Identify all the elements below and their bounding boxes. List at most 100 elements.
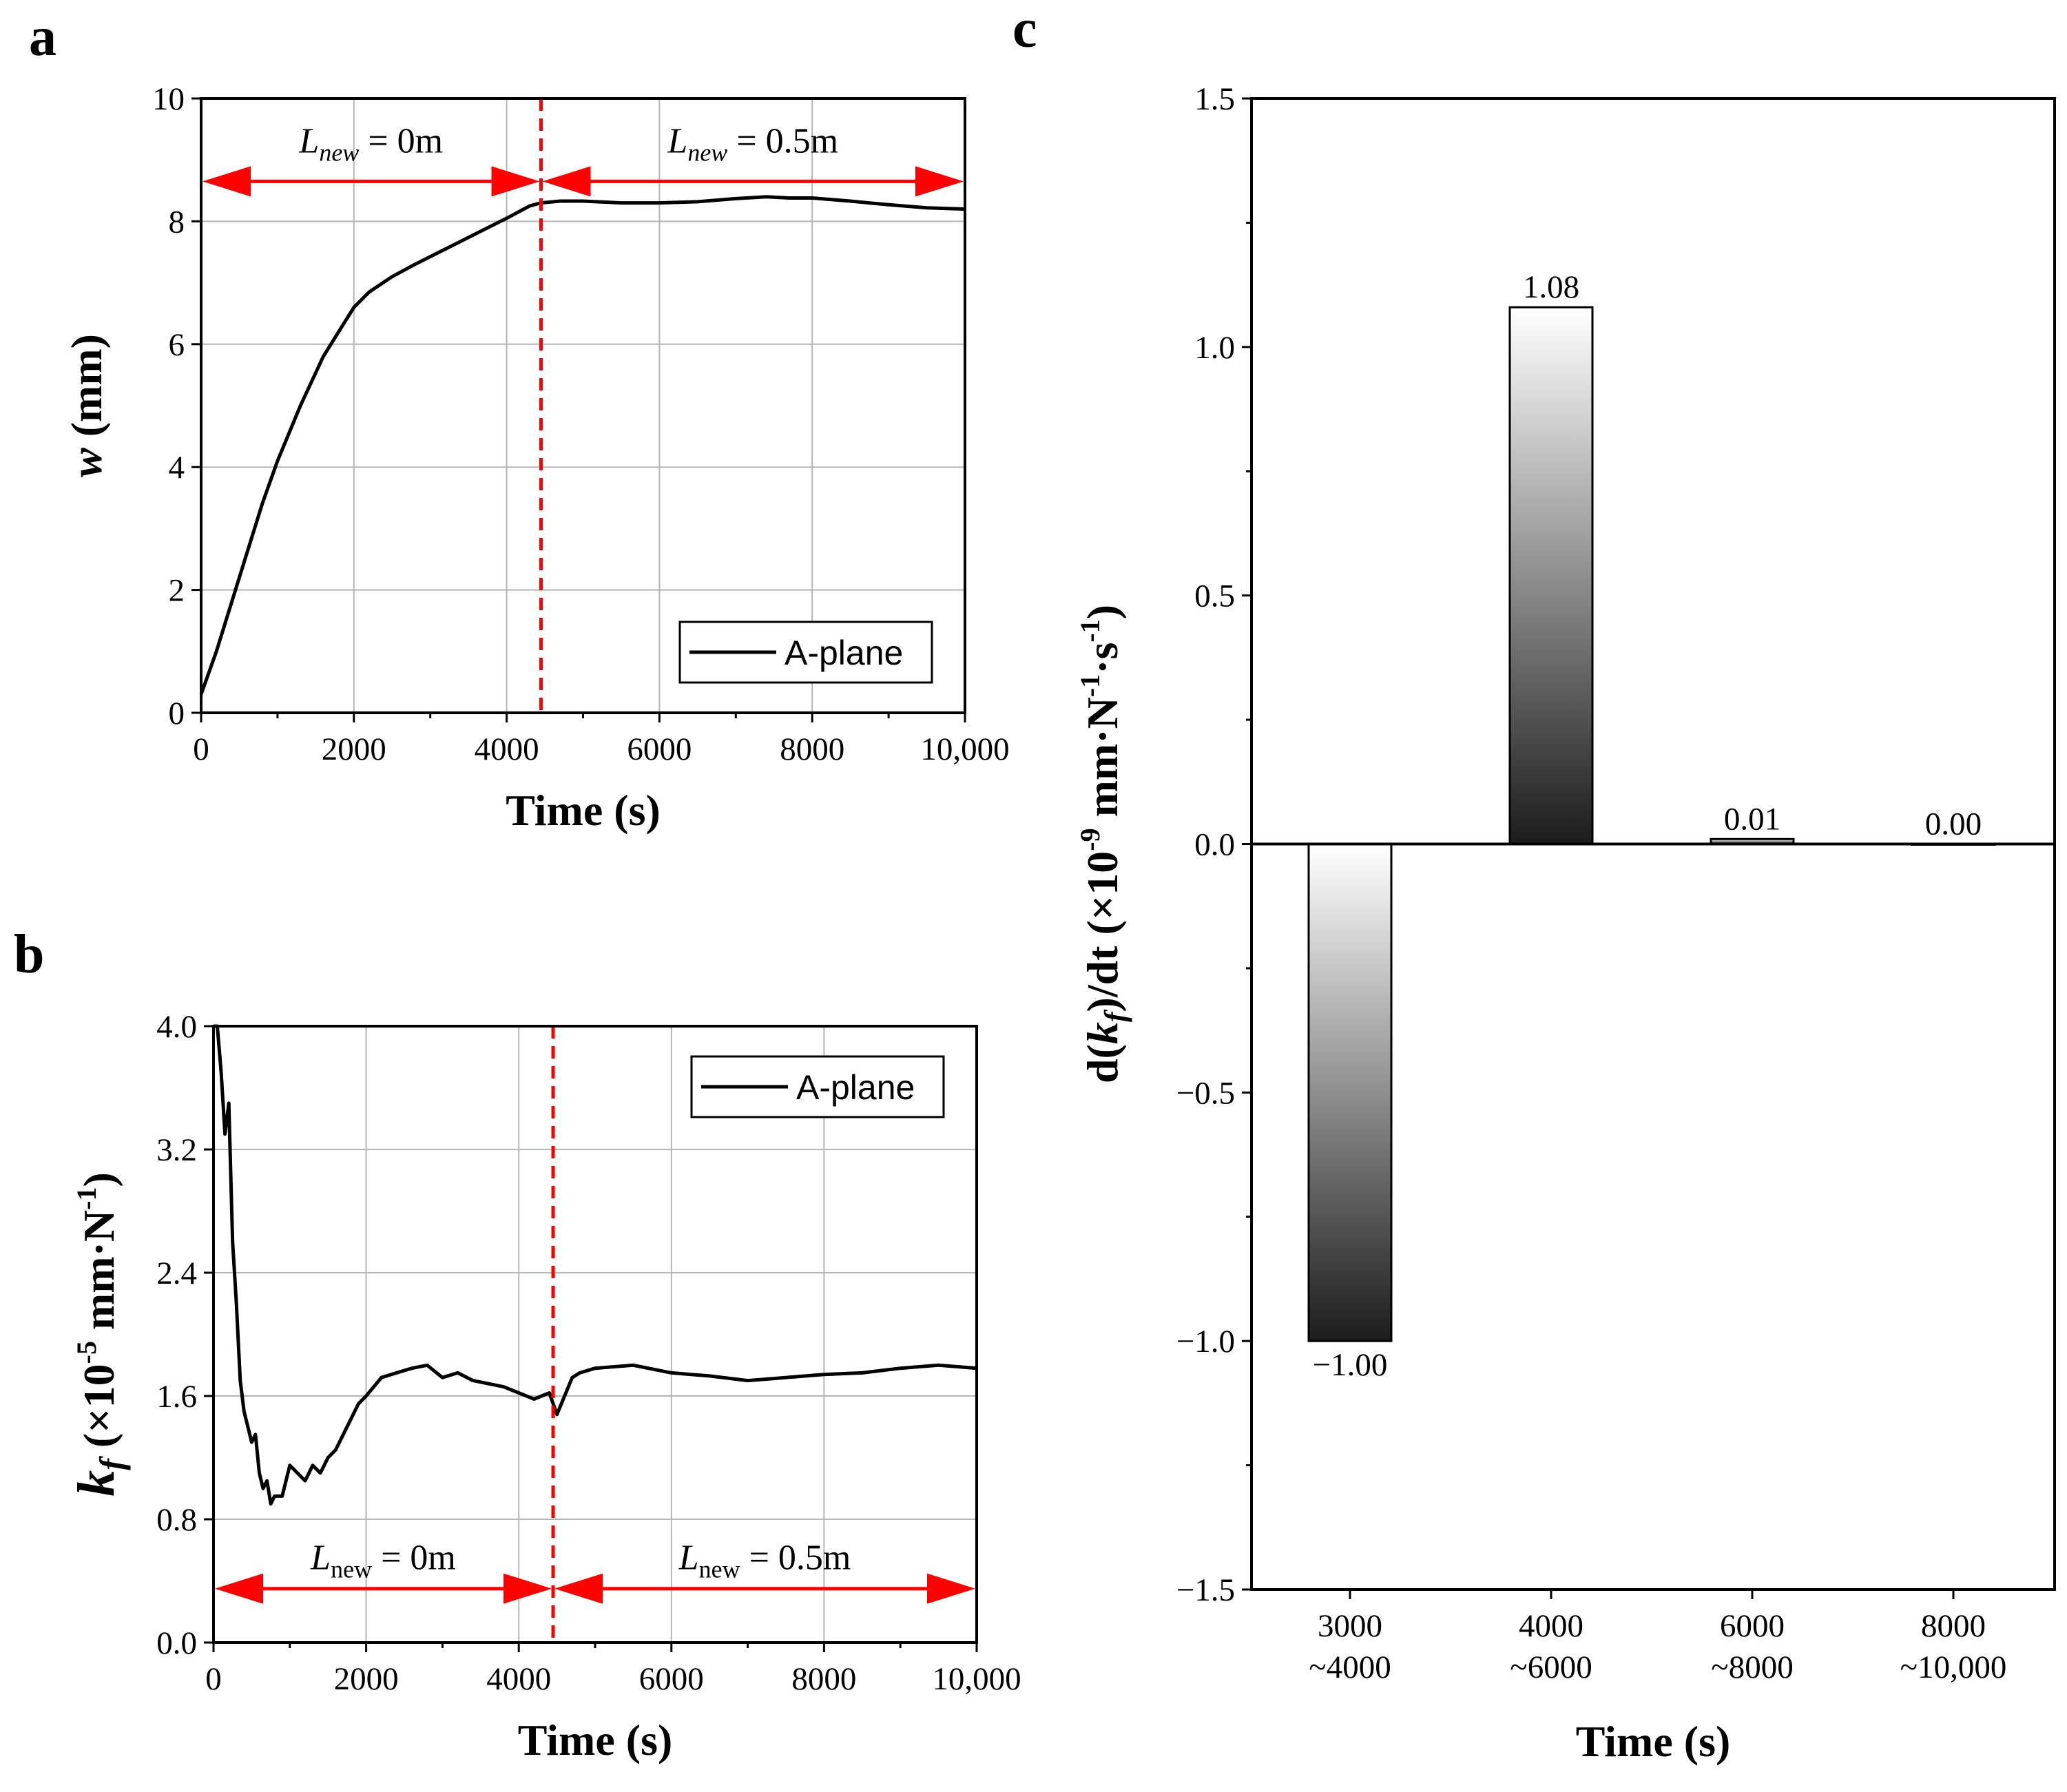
arrow-head-left: [554, 1573, 603, 1604]
annotation-sub: new: [331, 1556, 372, 1583]
annotation-label-1: Lnew = 0.5m: [667, 121, 838, 166]
y-axis-var: k: [67, 1470, 125, 1497]
arrow-head-right: [503, 1573, 552, 1604]
annotation-label-0: Lnew = 0m: [298, 121, 443, 166]
panel-label-b: b: [14, 924, 45, 985]
y-tick-label: 1.6: [156, 1379, 197, 1415]
x-tick-label: 10,000: [932, 1661, 1021, 1697]
y-tick-label: 1.0: [1194, 330, 1235, 366]
x-tick-label: 0: [205, 1661, 222, 1697]
arrow-head-left: [215, 1573, 263, 1604]
x-tick-label-line1: 8000: [1921, 1608, 1986, 1644]
y-tick-label: 4: [169, 450, 185, 486]
chart-b: Lnew = 0m Lnew = 0.5m0 2000 4000 6000 8000 10,…: [67, 1009, 1021, 1764]
arrow-head-left: [542, 166, 591, 197]
y-tick-label: 4.0: [156, 1009, 197, 1045]
y-tick-label: 2.4: [156, 1256, 197, 1291]
series-line-a-plane: [214, 1024, 977, 1506]
annotation-sub: new: [687, 138, 727, 166]
annotation-arrow-0: [202, 166, 540, 197]
legend: A-plane: [690, 1055, 945, 1118]
y-tick-label: 10: [152, 81, 185, 117]
y-axis-title: kf (×10-5 mm·N-1): [67, 1172, 131, 1497]
x-tick-label: 6000: [639, 1661, 704, 1697]
x-axis-title: Time (s): [1576, 1717, 1731, 1766]
annotation-suffix: = 0m: [372, 1539, 456, 1578]
y-axis-exp3: -1: [1074, 619, 1105, 642]
x-axis-title: Time (s): [506, 786, 661, 835]
bar-1: [1508, 306, 1594, 846]
y-axis-var: k: [1078, 1022, 1127, 1044]
y-tick-label: −0.5: [1176, 1075, 1235, 1111]
y-axis-exp: -5: [71, 1341, 102, 1364]
legend-label: A-plane: [785, 634, 903, 672]
panel-label-a: a: [29, 7, 56, 67]
x-tick-label-line2: ~6000: [1510, 1649, 1592, 1685]
y-tick-label: −1.0: [1176, 1324, 1235, 1359]
y-axis-sub: f: [92, 1456, 131, 1470]
legend-label: A-plane: [796, 1068, 915, 1107]
y-tick-label: 8: [169, 204, 185, 240]
bar-value-label-1: 1.08: [1523, 269, 1579, 305]
y-axis-close: ): [1078, 605, 1127, 619]
y-axis-exp2: -1: [1074, 674, 1105, 697]
y-tick-label: 3.2: [156, 1132, 197, 1168]
x-tick-label-line2: ~4000: [1309, 1649, 1391, 1685]
annotation-suffix: = 0.5m: [740, 1539, 851, 1578]
annotation-suffix: = 0m: [359, 121, 443, 160]
y-axis-sub: f: [1099, 1009, 1132, 1022]
annotation-sub: new: [699, 1556, 740, 1583]
annotation-sub: new: [319, 138, 359, 166]
x-tick-label-line1: 4000: [1519, 1608, 1583, 1644]
bar-0: [1307, 843, 1393, 1342]
chart-a: Lnew = 0m Lnew = 0.5m0 2000 4000 6000 8000 10,…: [62, 81, 1010, 835]
arrow-head-left: [202, 166, 251, 197]
y-axis-unit: mm·N: [1078, 697, 1127, 828]
y-axis-var: w: [62, 448, 111, 477]
x-tick-label: 0: [193, 731, 209, 767]
annotation-label-0: Lnew = 0m: [310, 1539, 456, 1583]
x-tick-label: 4000: [486, 1661, 551, 1697]
y-axis-unit: (×10: [74, 1364, 123, 1459]
x-tick-label: 2000: [322, 731, 386, 767]
annotation-var: L: [310, 1539, 331, 1578]
y-axis-exp: -9: [1074, 828, 1105, 851]
y-tick-label: 6: [169, 327, 185, 363]
annotation-var: L: [678, 1539, 699, 1578]
annotation-arrow-1: [542, 166, 964, 197]
arrow-head-right: [927, 1573, 975, 1604]
x-tick-label-line1: 6000: [1720, 1608, 1785, 1644]
y-tick-label: 0: [169, 696, 185, 731]
y-axis-dot: ·s: [1078, 643, 1127, 674]
series-line-a-plane: [199, 195, 966, 696]
x-tick-label: 10,000: [920, 731, 1009, 767]
x-tick-label-line2: ~10,000: [1900, 1649, 2007, 1685]
y-axis-title: w (mm): [62, 334, 111, 477]
y-tick-label: −1.5: [1176, 1572, 1235, 1608]
annotation-label-1: Lnew = 0.5m: [678, 1539, 851, 1583]
y-tick-label: 0.0: [156, 1625, 197, 1661]
y-axis-unit2: mm·N: [74, 1210, 123, 1341]
x-tick-label: 8000: [791, 1661, 856, 1697]
y-tick-label: 1.5: [1194, 81, 1235, 117]
annotation-var: L: [298, 121, 319, 160]
bar-value-label-2: 0.01: [1724, 801, 1780, 837]
x-axis-title: Time (s): [518, 1716, 673, 1764]
y-axis-exp2: -1: [71, 1187, 102, 1210]
arrow-head-right: [491, 166, 540, 197]
y-tick-label: 0.8: [156, 1502, 197, 1538]
y-tick-label: 0.0: [1194, 827, 1235, 863]
y-axis-close: ): [74, 1172, 123, 1187]
x-tick-label: 4000: [475, 731, 539, 767]
bar-value-label-3: 0.00: [1925, 806, 1982, 842]
legend: A-plane: [678, 621, 933, 684]
y-tick-label: 0.5: [1194, 579, 1235, 614]
y-axis-pre: d(: [1078, 1044, 1127, 1083]
panel-label-c: c: [1012, 0, 1037, 59]
x-tick-label-line1: 3000: [1318, 1608, 1382, 1644]
arrow-head-right: [915, 166, 964, 197]
y-tick-label: 2: [169, 573, 185, 609]
y-axis-title: d(kf)/dt (×10-9 mm·N-1·s-1): [1074, 605, 1132, 1083]
annotation-suffix: = 0.5m: [727, 121, 838, 160]
x-tick-label: 2000: [334, 1661, 399, 1697]
